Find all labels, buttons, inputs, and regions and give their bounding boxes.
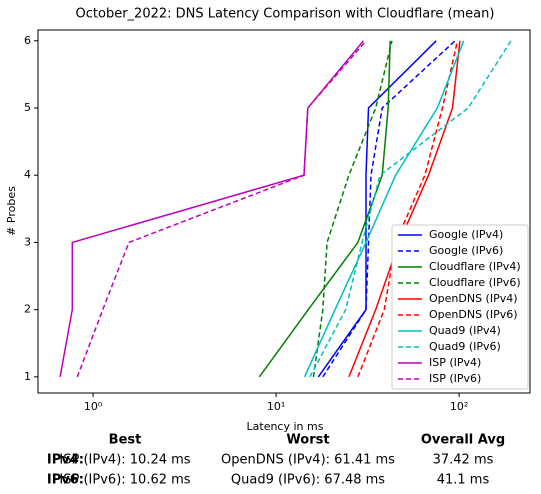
table-cell: ISP (IPv4): 10.24 ms xyxy=(59,453,190,468)
legend-label: Quad9 (IPv6) xyxy=(429,340,501,353)
table-header: Best xyxy=(109,433,142,448)
table-cell: 41.1 ms xyxy=(437,473,490,488)
legend-label: Cloudflare (IPv6) xyxy=(429,276,521,289)
legend-label: ISP (IPv6) xyxy=(429,372,481,385)
series-line xyxy=(357,40,459,378)
y-tick-label: 1 xyxy=(24,370,31,383)
series-line xyxy=(348,40,461,378)
series-line xyxy=(309,40,512,378)
x-tick-label: 10² xyxy=(450,400,468,413)
series-line xyxy=(312,40,393,378)
legend-label: Google (IPv6) xyxy=(429,244,503,257)
series-line xyxy=(303,40,465,378)
table-header: Worst xyxy=(286,433,329,448)
series-line xyxy=(258,40,391,378)
row-label: IPv4: xyxy=(47,453,84,468)
table-cell: Quad9 (IPv6): 67.48 ms xyxy=(231,473,385,488)
y-tick-label: 2 xyxy=(24,303,31,316)
y-tick-label: 5 xyxy=(24,101,31,114)
table-header: Overall Avg xyxy=(421,433,505,448)
table-cell: ISP (IPv6): 10.62 ms xyxy=(59,473,190,488)
series-line xyxy=(76,40,367,378)
x-axis-label: Latency in ms xyxy=(247,420,324,433)
y-tick-label: 6 xyxy=(24,34,31,47)
series-line xyxy=(59,40,364,378)
legend-label: OpenDNS (IPv4) xyxy=(429,292,518,305)
x-tick-label: 10⁰ xyxy=(84,400,103,413)
legend-box xyxy=(391,224,529,390)
chart-title: October_2022: DNS Latency Comparison wit… xyxy=(76,7,495,22)
legend-label: Cloudflare (IPv4) xyxy=(429,260,521,273)
legend-label: ISP (IPv4) xyxy=(429,356,481,369)
x-tick-label: 10¹ xyxy=(267,400,285,413)
y-tick-label: 4 xyxy=(24,168,31,181)
row-label: IPv6: xyxy=(47,473,84,488)
y-tick-label: 3 xyxy=(24,235,31,248)
plot-frame xyxy=(37,29,531,394)
legend-label: Google (IPv4) xyxy=(429,228,503,241)
table-cell: OpenDNS (IPv4): 61.41 ms xyxy=(221,453,395,468)
legend-label: Quad9 (IPv4) xyxy=(429,324,501,337)
legend-label: OpenDNS (IPv6) xyxy=(429,308,518,321)
table-cell: 37.42 ms xyxy=(433,453,494,468)
y-axis-label: # Probes xyxy=(5,186,18,236)
